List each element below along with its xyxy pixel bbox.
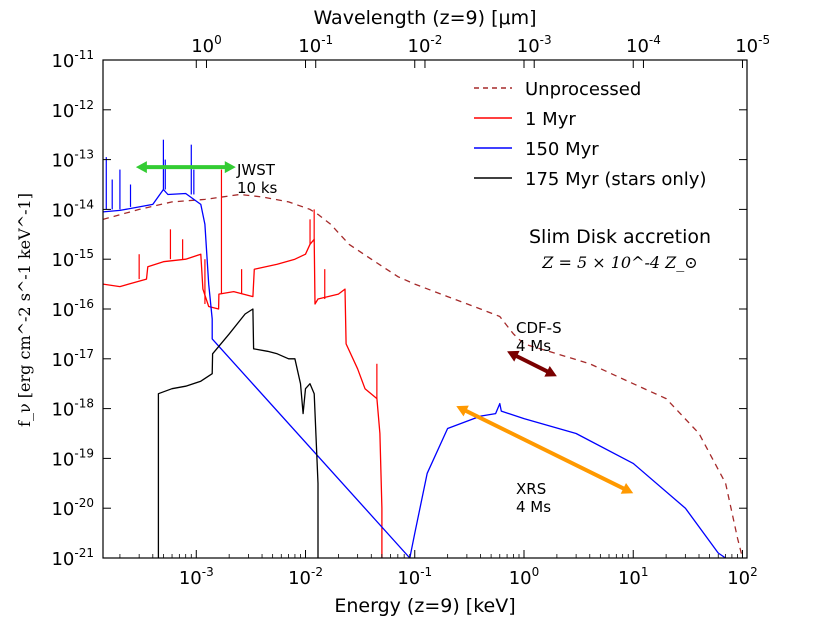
y-tick-label: 10-18 bbox=[51, 397, 94, 421]
arrow-head bbox=[224, 161, 236, 174]
arrow-label: JWST bbox=[236, 161, 276, 179]
y-tick-label: 10-16 bbox=[51, 297, 94, 321]
arrow-label: 4 Ms bbox=[516, 498, 551, 516]
arrow-head bbox=[135, 161, 147, 174]
x-tick-label: 100 bbox=[509, 565, 540, 589]
arrow-head bbox=[456, 405, 469, 417]
x-axis-title: Energy (z=9) [keV] bbox=[334, 595, 515, 617]
arrow-label: 4 Ms bbox=[516, 337, 551, 355]
arrow-head bbox=[544, 365, 557, 377]
measurement-arrow bbox=[514, 353, 550, 374]
tick-layer bbox=[103, 59, 747, 559]
series-line-unprocessed bbox=[103, 193, 744, 558]
series-line-1-myr bbox=[103, 238, 383, 558]
arrow-label: CDF-S bbox=[516, 319, 562, 337]
label-layer: 10-3 10-2 10-1 100 101 102 100 10-1 10-2 10-3 10-4… bbox=[51, 33, 770, 589]
top-tick-label: 10-5 bbox=[735, 33, 770, 57]
series-line-175-myr-stars-only- bbox=[157, 308, 319, 558]
annotation-title: Slim Disk accretion bbox=[529, 226, 711, 248]
arrow-head bbox=[507, 350, 520, 362]
top-axis-title: Wavelength (z=9) [μm] bbox=[313, 7, 536, 29]
y-tick-label: 10-21 bbox=[51, 546, 94, 570]
top-tick-label: 10-4 bbox=[626, 33, 661, 57]
legend: Unprocessed 1 Myr 150 Myr 175 Myr (stars… bbox=[474, 79, 706, 190]
top-tick-label: 10-1 bbox=[298, 33, 333, 57]
legend-label-175myr: 175 Myr (stars only) bbox=[525, 169, 706, 190]
y-tick-label: 10-11 bbox=[51, 48, 94, 72]
legend-label-150myr: 150 Myr bbox=[525, 139, 599, 160]
arrow-layer bbox=[135, 161, 634, 494]
arrow-head bbox=[620, 483, 634, 494]
top-tick-label: 100 bbox=[191, 33, 222, 57]
series-line-150-myr bbox=[103, 188, 726, 558]
top-tick-label: 10-2 bbox=[408, 33, 443, 57]
y-tick-label: 10-14 bbox=[51, 197, 94, 221]
x-tick-label: 102 bbox=[727, 565, 758, 589]
x-tick-label: 10-3 bbox=[179, 565, 214, 589]
x-tick-label: 10-1 bbox=[397, 565, 432, 589]
x-tick-label: 101 bbox=[618, 565, 649, 589]
arrow-label: 10 ks bbox=[237, 179, 278, 197]
legend-label-unprocessed: Unprocessed bbox=[525, 79, 641, 100]
y-axis-title: f_ν [erg cm^-2 s^-1 keV^-1] bbox=[15, 193, 34, 427]
measurement-arrow bbox=[463, 408, 627, 492]
top-tick-label: 10-3 bbox=[517, 33, 552, 57]
y-tick-label: 10-20 bbox=[51, 496, 94, 520]
arrow-label: XRS bbox=[516, 480, 546, 498]
annotation-metallicity: Z = 5 × 10^-4 Z_⊙ bbox=[541, 253, 697, 272]
series-layer bbox=[103, 139, 744, 558]
y-tick-label: 10-12 bbox=[51, 98, 94, 122]
x-tick-label: 10-2 bbox=[288, 565, 323, 589]
y-tick-label: 10-19 bbox=[51, 446, 94, 470]
legend-label-1myr: 1 Myr bbox=[525, 109, 576, 130]
y-tick-label: 10-17 bbox=[51, 347, 94, 371]
y-tick-label: 10-13 bbox=[51, 148, 94, 172]
y-tick-label: 10-15 bbox=[51, 247, 94, 271]
